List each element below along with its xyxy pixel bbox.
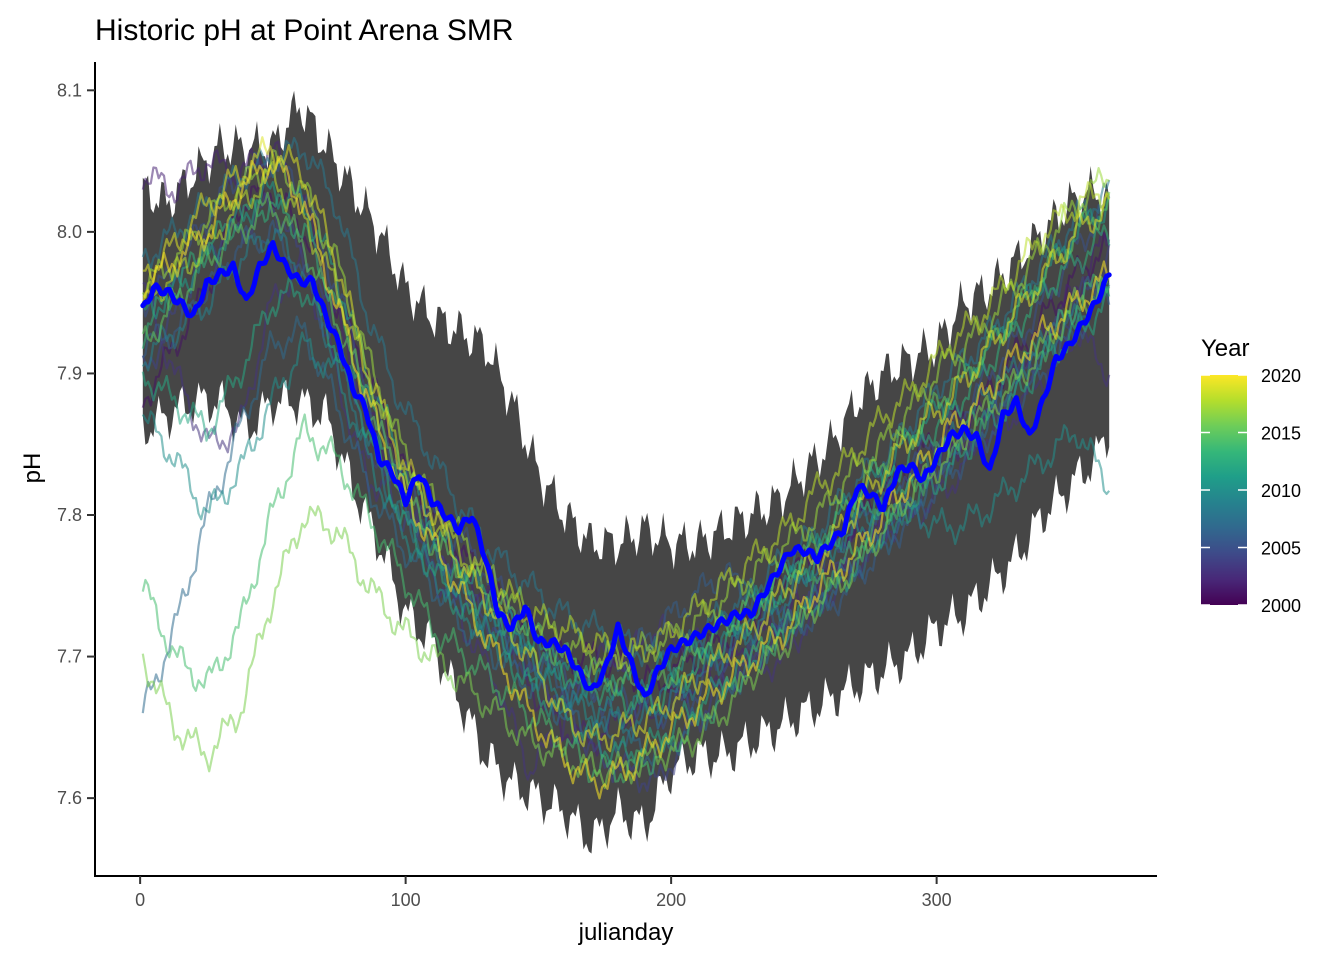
series-line-2012 [141,277,1111,771]
x-tick-label: 100 [391,890,421,910]
y-axis-ticks: 7.6 7.7 7.8 7.9 8.0 8.1 [57,80,95,808]
x-tick-label: 300 [922,890,952,910]
y-tick-label: 7.7 [57,647,82,667]
legend-tick-label: 2010 [1261,481,1301,501]
y-tick-label: 8.1 [57,80,82,100]
y-tick-label: 8.0 [57,222,82,242]
mean-ph-line [140,240,1112,698]
series-line-2016 [141,274,1111,790]
y-tick-label: 7.9 [57,363,82,383]
plot-area [140,90,1112,854]
ph-envelope-band [142,90,1110,854]
legend-tick-label: 2015 [1261,424,1301,444]
legend-tick-label: 2005 [1261,539,1301,559]
x-axis-title: julianday [578,919,674,946]
y-tick-label: 7.8 [57,505,82,525]
legend-ticks: 2000 2005 2010 2015 2020 [1201,366,1301,616]
series-line-2008 [141,136,1111,672]
y-tick-label: 7.6 [57,788,82,808]
x-tick-label: 200 [656,890,686,910]
envelope-layer [142,90,1110,854]
x-tick-label: 0 [135,890,145,910]
series-line-2018 [142,160,1111,670]
year-legend: Year 2000 2005 2010 2015 2020 [1201,335,1301,616]
y-axis-title: pH [19,453,46,484]
series-line-2015 [141,191,1111,703]
mean-line-layer [140,240,1112,698]
legend-tick-label: 2000 [1261,596,1301,616]
legend-title: Year [1201,335,1250,362]
series-line-2019 [142,136,1111,753]
x-axis-ticks: 0 100 200 300 [135,876,952,910]
legend-tick-label: 2020 [1261,366,1301,386]
year-series-layer [141,136,1111,800]
series-line-2020 [141,155,1111,800]
chart-title: Historic pH at Point Arena SMR [95,14,514,47]
